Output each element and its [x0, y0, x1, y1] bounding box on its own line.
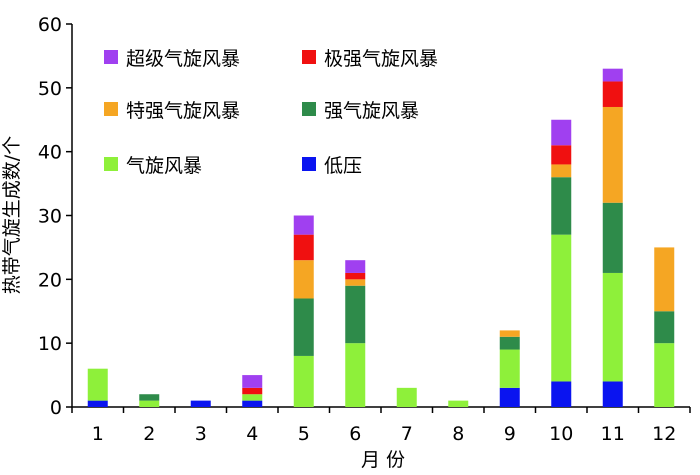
y-axis: 0 10 20 30 40 50 60	[38, 14, 73, 419]
legend-label: 气旋风暴	[126, 155, 202, 177]
bar-segment	[602, 202, 623, 273]
legend-swatch	[104, 157, 118, 171]
bar-segment	[551, 164, 572, 178]
legend-label: 超级气旋风暴	[126, 48, 240, 70]
x-tick-label: 11	[601, 423, 625, 445]
x-tick-label: 8	[452, 423, 464, 445]
x-tick-label: 5	[298, 423, 310, 445]
legend-label: 强气旋风暴	[324, 100, 419, 122]
bar-segment	[602, 381, 623, 407]
bar-segment	[551, 119, 572, 146]
x-tick-label: 12	[652, 423, 676, 445]
legend-swatch	[104, 50, 118, 64]
y-tick-label: 10	[38, 333, 62, 355]
x-axis: 1 2 3 4 5 6 7 8 9 10 11 12	[71, 406, 691, 445]
x-tick-label: 7	[401, 423, 413, 445]
bar-segment	[293, 355, 314, 407]
bar-segment	[345, 260, 366, 273]
bar-segment	[396, 387, 417, 407]
y-axis-title: 热带气旋生成数/个	[1, 136, 23, 294]
bar-segment	[551, 234, 572, 382]
bar-segment	[345, 285, 366, 344]
bar-segment	[242, 394, 263, 401]
x-tick-label: 3	[195, 423, 207, 445]
bar-segment	[345, 272, 366, 280]
bar-segment	[242, 375, 263, 388]
bar-segment	[654, 247, 675, 312]
bar-segment	[139, 400, 160, 407]
bar-segment	[602, 106, 623, 203]
bar-segment	[499, 330, 520, 337]
bar-segment	[499, 336, 520, 350]
x-tick-label: 1	[92, 423, 104, 445]
bar-segment	[499, 387, 520, 407]
bar-segment	[602, 68, 623, 82]
x-tick-label: 9	[504, 423, 516, 445]
bar-segment	[551, 145, 572, 165]
y-tick-label: 0	[50, 397, 62, 419]
bar-segment	[602, 81, 623, 107]
y-tick-label: 30	[38, 206, 62, 228]
x-tick-label: 2	[143, 423, 155, 445]
bar-segment	[293, 298, 314, 356]
bar-segment	[87, 400, 108, 407]
bar-segment	[242, 387, 263, 395]
bar-segment	[190, 400, 211, 407]
bar-segment	[139, 394, 160, 401]
bar-segment	[242, 400, 263, 407]
y-tick-label: 20	[38, 269, 62, 291]
bar-segment	[293, 215, 314, 235]
legend-label: 极强气旋风暴	[324, 48, 438, 70]
legend-label: 特强气旋风暴	[126, 100, 240, 122]
legend-swatch	[104, 102, 118, 116]
x-axis-title: 月 份	[361, 449, 405, 471]
bar-segment	[345, 343, 366, 407]
y-tick-label: 50	[38, 78, 62, 100]
x-tick-label: 10	[549, 423, 573, 445]
bar-segment	[87, 368, 108, 401]
y-tick-label: 60	[38, 14, 62, 36]
y-tick-label: 40	[38, 142, 62, 164]
bar-segment	[602, 272, 623, 382]
bar-segment	[345, 279, 366, 286]
bar-segment	[654, 343, 675, 407]
legend-swatch	[302, 157, 316, 171]
x-tick-label: 4	[246, 423, 258, 445]
bar-segment	[499, 349, 520, 388]
bar-segment	[293, 260, 314, 299]
bar-segment	[551, 381, 572, 407]
legend-swatch	[302, 50, 316, 64]
legend-swatch	[302, 102, 316, 116]
bar-group	[87, 68, 675, 407]
legend-label: 低压	[324, 155, 362, 177]
bar-segment	[293, 234, 314, 261]
bar-segment	[654, 311, 675, 344]
x-tick-label: 6	[349, 423, 361, 445]
bar-segment	[551, 177, 572, 235]
bar-segment	[448, 400, 469, 407]
